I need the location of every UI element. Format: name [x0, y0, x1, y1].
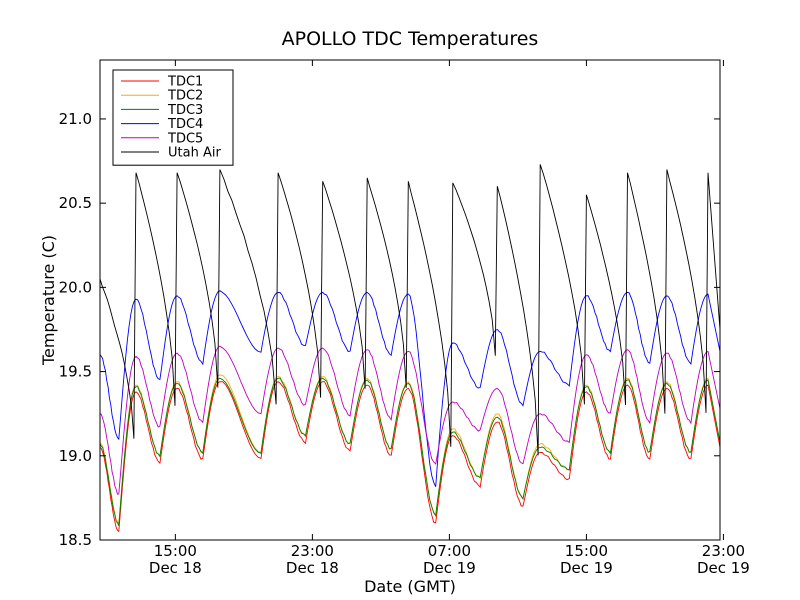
y-tick-label: 21.0: [59, 110, 92, 128]
x-tick-label-date: Dec 18: [149, 559, 202, 577]
x-axis-label: Date (GMT): [364, 577, 456, 596]
legend-label: TDC2: [167, 89, 203, 104]
series-line-utah-air: [99, 164, 721, 456]
y-tick-label: 19.5: [59, 363, 92, 381]
y-tick-label: 18.5: [59, 531, 92, 549]
x-tick-label-time: 15:00: [565, 542, 608, 560]
x-tick-label-time: 23:00: [702, 542, 745, 560]
legend-label: TDC4: [167, 117, 203, 132]
plot-lines: [99, 164, 721, 533]
plot-frame: [99, 59, 721, 541]
x-tick-label-date: Dec 19: [423, 559, 476, 577]
chart-title: APOLLO TDC Temperatures: [282, 28, 539, 50]
legend-label: TDC1: [167, 75, 203, 90]
y-axis-label: Temperature (C): [39, 235, 58, 366]
legend-label: Utah Air: [168, 146, 221, 161]
x-tick-label-time: 07:00: [428, 542, 471, 560]
x-tick-label-time: 23:00: [291, 542, 334, 560]
series-line-tdc4: [99, 290, 721, 487]
series-line-tdc3: [99, 377, 721, 526]
legend-label: TDC3: [167, 103, 203, 118]
y-tick-label: 20.5: [59, 194, 92, 212]
x-tick-label-date: Dec 19: [560, 559, 613, 577]
series-line-tdc5: [99, 345, 721, 495]
y-tick-label: 19.0: [59, 447, 92, 465]
legend-box: [112, 69, 234, 166]
legend-label: TDC5: [167, 131, 203, 146]
series-line-tdc1: [99, 381, 721, 533]
x-tick-label-time: 15:00: [154, 542, 197, 560]
x-tick-label-date: Dec 19: [697, 559, 750, 577]
x-tick-label-date: Dec 18: [286, 559, 339, 577]
y-axis: 18.5 19.0 19.5 20.0 20.5 21.0: [59, 110, 720, 549]
y-tick-label: 20.0: [59, 278, 92, 296]
